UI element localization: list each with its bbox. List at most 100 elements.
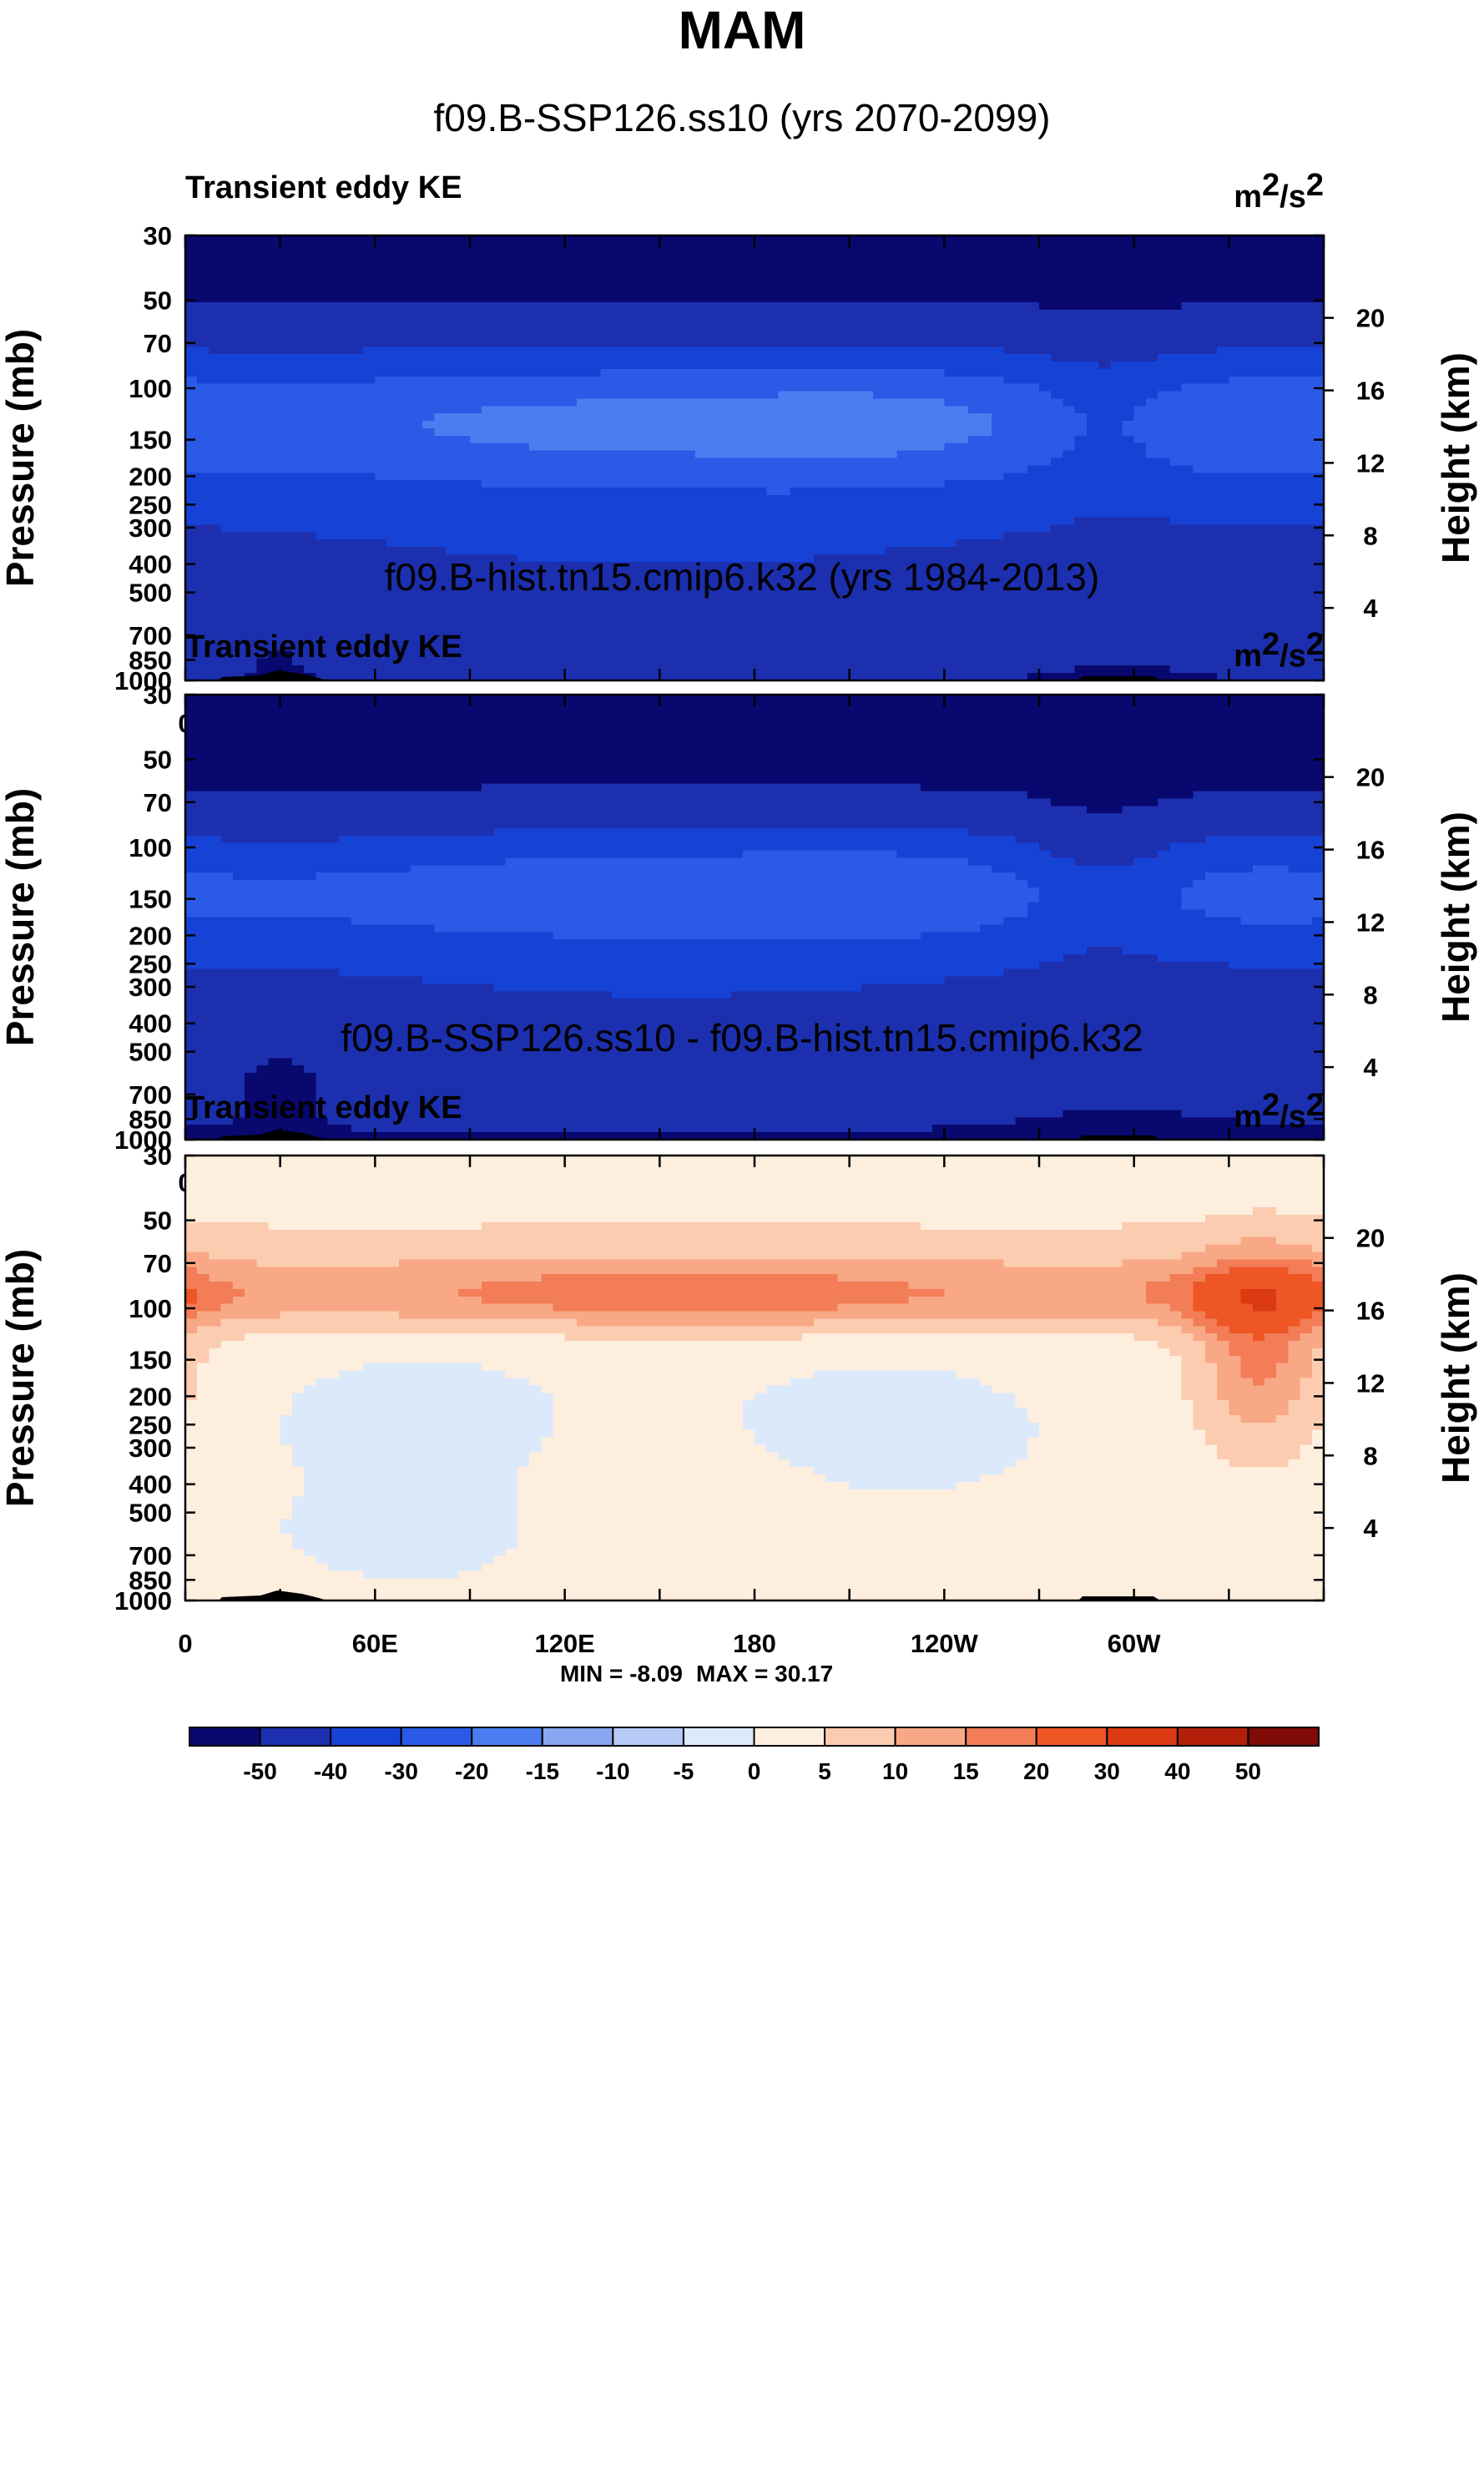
field-cell [861, 280, 874, 288]
field-cell [837, 368, 851, 377]
field-cell [766, 257, 780, 266]
field-cell [932, 442, 945, 452]
field-cell [861, 368, 874, 377]
field-cell [1300, 383, 1313, 392]
field-cell [446, 368, 459, 377]
field-cell [979, 591, 992, 599]
field-cell [1288, 324, 1301, 333]
field-cell [268, 539, 281, 548]
field-cell [553, 532, 566, 540]
field-cell [1027, 502, 1040, 511]
field-cell [742, 301, 755, 311]
field-cell [600, 309, 613, 318]
field-cell [375, 398, 388, 407]
field-cell [1158, 561, 1170, 570]
field-cell [1229, 554, 1242, 563]
field-cell [1003, 569, 1017, 578]
field-cell [635, 509, 649, 518]
field-cell [576, 257, 589, 266]
field-cell [553, 458, 566, 466]
field-cell [197, 450, 210, 459]
field-cell [659, 242, 673, 251]
field-cell [1169, 368, 1183, 377]
field-cell [482, 406, 495, 414]
field-cell [553, 265, 566, 274]
field-cell [351, 331, 364, 340]
field-cell [470, 502, 482, 511]
field-cell [730, 561, 744, 570]
field-cell [719, 287, 732, 296]
field-cell [327, 465, 341, 473]
field-cell [944, 569, 957, 578]
field-cell [932, 257, 945, 266]
field-cell [635, 539, 649, 548]
field-cell [849, 413, 862, 422]
field-cell [1063, 324, 1076, 333]
field-cell [327, 383, 341, 392]
field-cell [612, 354, 625, 362]
field-cell [315, 406, 329, 414]
field-cell [1145, 242, 1158, 251]
field-cell [825, 346, 839, 355]
field-cell [944, 242, 957, 251]
field-cell [517, 614, 530, 622]
field-cell [849, 606, 862, 614]
field-cell [375, 287, 388, 296]
field-cell [1027, 494, 1040, 503]
field-cell [967, 309, 981, 318]
field-cell [268, 391, 281, 400]
field-cell [1158, 235, 1170, 244]
field-cell [778, 584, 791, 592]
field-cell [505, 473, 518, 481]
field-cell [1217, 427, 1229, 437]
field-cell [1204, 406, 1218, 414]
field-cell [766, 316, 780, 326]
field-cell [470, 362, 482, 370]
field-cell [1051, 473, 1064, 481]
field-cell [896, 316, 910, 326]
field-cell [1110, 265, 1123, 274]
field-cell [386, 324, 400, 333]
field-cell [861, 554, 874, 563]
field-cell [742, 532, 755, 540]
field-cell [339, 591, 352, 599]
field-cell [742, 465, 755, 473]
field-cell [327, 406, 341, 414]
field-cell [470, 346, 482, 355]
field-cell [541, 257, 554, 266]
field-cell [1240, 584, 1254, 592]
field-cell [932, 599, 945, 607]
field-cell [1039, 339, 1052, 347]
field-cell [1240, 494, 1254, 503]
field-cell [730, 421, 744, 429]
field-cell [553, 502, 566, 511]
field-cell [457, 339, 471, 347]
field-cell [837, 383, 851, 392]
field-cell [1098, 599, 1111, 607]
field-cell [825, 591, 839, 599]
field-cell [1300, 591, 1313, 599]
field-cell [1193, 606, 1206, 614]
field-cell [1110, 561, 1123, 570]
field-cell [1252, 406, 1265, 414]
field-cell [1181, 391, 1194, 400]
field-cell [1276, 235, 1289, 244]
field-cell [1204, 502, 1218, 511]
field-cell [885, 272, 898, 281]
field-cell [1276, 509, 1289, 518]
field-cell [1252, 376, 1265, 385]
field-cell [209, 295, 222, 303]
field-cell [351, 532, 364, 540]
field-cell [1264, 413, 1277, 422]
field-cell [576, 265, 589, 274]
field-cell [398, 532, 411, 540]
field-cell [457, 584, 471, 592]
field-cell [232, 569, 245, 578]
field-cell [648, 235, 660, 244]
field-cell [873, 301, 886, 311]
field-cell [1204, 488, 1218, 496]
field-cell [422, 421, 435, 429]
field-cell [896, 272, 910, 281]
field-cell [600, 301, 613, 311]
field-cell [1169, 524, 1183, 533]
